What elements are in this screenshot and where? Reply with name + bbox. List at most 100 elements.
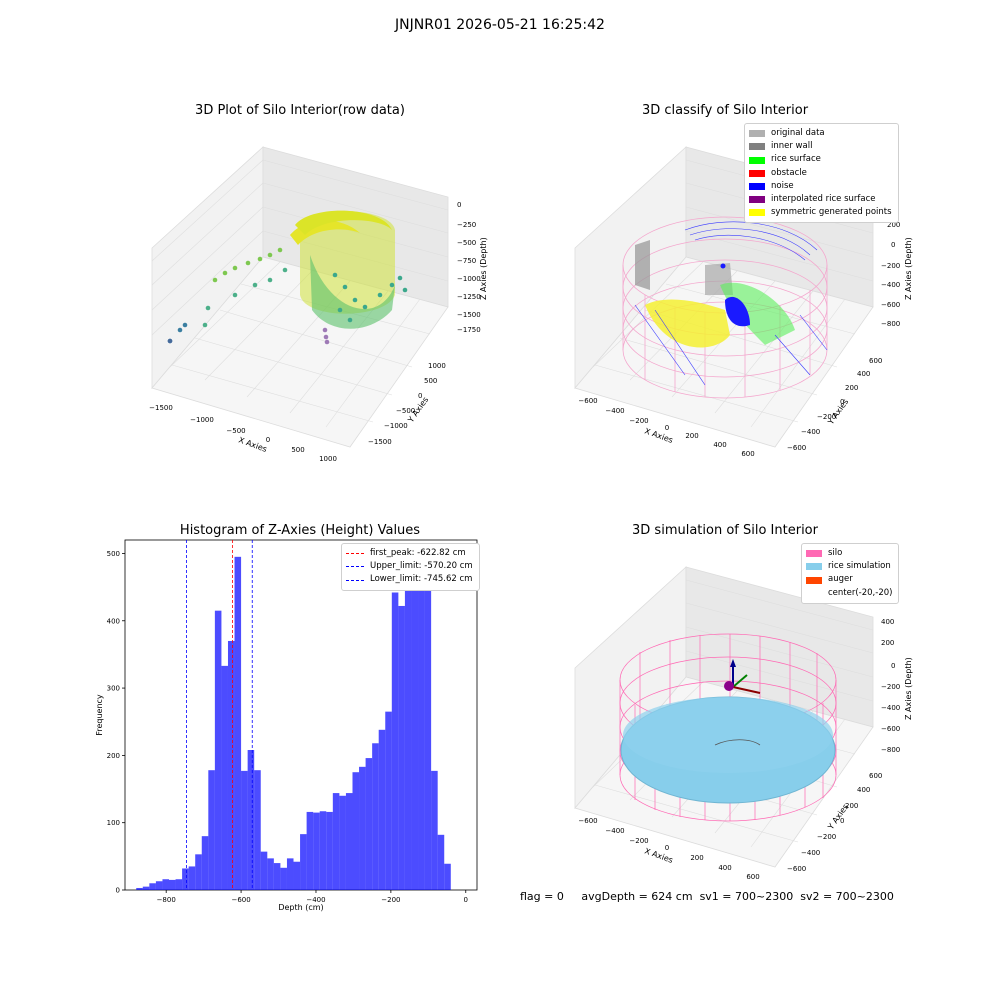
histogram-bar [339, 795, 346, 890]
x-tick: 600 [741, 450, 754, 458]
classify-point-cloud [622, 216, 828, 399]
z-tick: −200 [881, 683, 900, 691]
y-ticks: 0 100 200 300 400 500 [107, 550, 125, 895]
legend-line [346, 553, 364, 555]
x-tick: −1000 [190, 416, 214, 424]
legend-item: symmetric generated points [749, 206, 892, 219]
legend-swatch [749, 182, 765, 190]
histogram-bar [142, 886, 150, 890]
legend-item: original data [749, 127, 892, 140]
y-tick: −1500 [368, 438, 392, 446]
z-tick: 400 [881, 618, 894, 626]
y-axis-label: Frequency [95, 694, 104, 736]
y-tick-label: 0 [116, 887, 120, 895]
z-tick: −500 [457, 239, 476, 247]
sv2-text: sv2 = 700~2300 [800, 890, 894, 903]
x-tick: 600 [746, 873, 759, 881]
histogram-bar [378, 729, 386, 890]
legend-item: inner wall [749, 140, 892, 153]
legend-swatch [806, 550, 822, 558]
legend-item: obstacle [749, 167, 892, 180]
histogram-vlines [186, 540, 253, 890]
x-tick-label: −400 [306, 896, 325, 904]
histogram-bar [188, 866, 196, 890]
simulation-3d-plot: −600 −400 −200 0 200 400 600 600 400 200… [574, 566, 913, 881]
y-tick-label: 100 [107, 819, 120, 827]
y-tick: 0 [840, 817, 844, 825]
y-tick: 600 [869, 357, 882, 365]
z-tick: 0 [891, 241, 895, 249]
figure-title: JNJNR01 2026-05-21 16:25:42 [395, 17, 605, 33]
y-tick: −500 [396, 407, 415, 415]
z-tick: −750 [457, 257, 476, 265]
legend-item: auger [806, 573, 892, 586]
histogram-bar [260, 851, 268, 890]
legend-item: silo [806, 547, 892, 560]
histogram-bar [254, 770, 261, 890]
sv1-text: sv1 = 700~2300 [699, 890, 794, 903]
histogram-bar [214, 610, 222, 890]
legend-swatch [806, 563, 822, 571]
z-tick: −800 [881, 746, 900, 754]
legend-item: rice surface [749, 153, 892, 166]
z-tick: −400 [881, 281, 900, 289]
histogram-bar [155, 881, 163, 890]
y-tick: −600 [787, 865, 806, 873]
x-tick: −200 [629, 837, 648, 845]
histogram-bar [372, 743, 379, 890]
y-tick-label: 400 [107, 617, 120, 625]
histogram-bar [385, 711, 392, 890]
x-tick: 0 [665, 424, 669, 432]
y-tick: 200 [845, 384, 858, 392]
x-axis-label: X Axies [643, 426, 674, 445]
z-tick: −600 [881, 725, 900, 733]
histogram-bar [365, 758, 373, 890]
histogram-bar [201, 836, 209, 890]
raw-3d-plot: −1500 −1000 −500 0 500 1000 1000 500 0 −… [149, 146, 488, 463]
x-axis-label: Depth (cm) [278, 903, 323, 912]
legend-swatch [749, 169, 765, 177]
histogram-bar [345, 793, 353, 890]
z-tick: −1250 [457, 293, 481, 301]
z-tick: −1000 [457, 275, 481, 283]
z-axis-label: Z Axies (Depth) [904, 237, 913, 300]
x-axis-label: X Axies [237, 435, 268, 454]
y-tick: −200 [817, 413, 836, 421]
y-tick: −400 [801, 849, 820, 857]
x-tick: 0 [665, 844, 669, 852]
y-tick: 400 [857, 786, 870, 794]
histogram-bar [300, 834, 307, 890]
y-tick: 600 [869, 772, 882, 780]
x-tick: 200 [685, 432, 698, 440]
raw-plot-title: 3D Plot of Silo Interior(row data) [195, 103, 405, 118]
histogram-bar [306, 811, 314, 890]
x-tick: −600 [578, 397, 597, 405]
x-tick: −400 [605, 407, 624, 415]
legend-item: rice simulation [806, 560, 892, 573]
z-tick: −1750 [457, 326, 481, 334]
x-axis-label: X Axies [643, 846, 674, 865]
x-ticks: −800 −600 −400 −200 0 [157, 890, 468, 904]
histogram-bar [208, 770, 215, 890]
raw-point-cloud [167, 210, 408, 345]
legend-swatch [806, 576, 822, 584]
y-tick: 500 [424, 377, 437, 385]
histogram-bar [293, 861, 301, 890]
y-tick-label: 200 [107, 752, 120, 760]
histogram-bar [227, 640, 235, 890]
histogram-title: Histogram of Z-Axies (Height) Values [179, 523, 421, 538]
classify-legend: original data inner wall rice surface ob… [744, 123, 899, 224]
classify-3d-plot: −600 −400 −200 0 200 400 600 600 400 200… [574, 146, 913, 458]
legend-swatch [749, 196, 765, 204]
histogram-bar [175, 879, 183, 890]
legend-swatch [749, 156, 765, 164]
histogram-bar [182, 868, 189, 890]
histogram-bar [136, 887, 143, 890]
avg-depth-text: avgDepth = 624 cm [581, 890, 693, 903]
y-tick: −1000 [384, 422, 408, 430]
histogram-bar [352, 772, 360, 890]
x-tick: 400 [713, 441, 726, 449]
x-tick-label: −200 [381, 896, 400, 904]
x-tick: −200 [629, 417, 648, 425]
x-tick-label: −800 [157, 896, 176, 904]
